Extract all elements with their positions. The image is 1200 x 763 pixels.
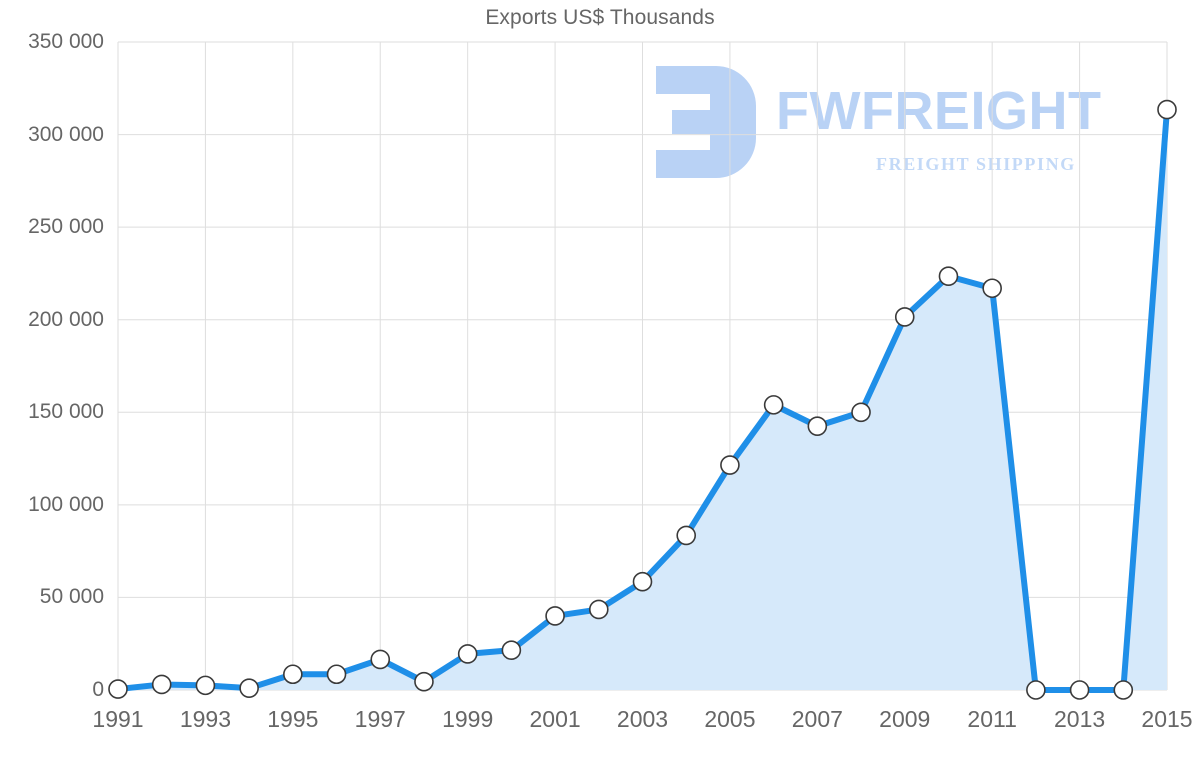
x-axis-tick-label: 2013	[1053, 706, 1106, 732]
x-axis-tick-label: 2011	[967, 706, 1017, 732]
data-point-marker[interactable]	[763, 395, 784, 415]
y-axis-tick-label: 150 000	[28, 400, 104, 424]
x-axis-tick-label: 2005	[704, 706, 756, 732]
data-point-marker[interactable]	[982, 278, 1002, 299]
area-fill-path	[118, 109, 1167, 690]
data-point-marker[interactable]	[414, 671, 434, 692]
x-axis-tick-label: 1995	[267, 706, 319, 732]
data-point-marker[interactable]	[1026, 680, 1046, 700]
data-point-marker[interactable]	[894, 307, 915, 327]
data-point-marker[interactable]	[1113, 680, 1134, 700]
data-point-marker[interactable]	[195, 675, 216, 696]
y-axis-tick-label: 0	[92, 678, 104, 701]
y-axis-tick-label: 100 000	[28, 492, 104, 516]
x-axis-tick-label: 2001	[529, 706, 581, 732]
data-markers	[108, 99, 1177, 700]
data-point-marker[interactable]	[851, 402, 871, 423]
y-axis-tick-label: 350 000	[28, 30, 104, 53]
data-point-marker[interactable]	[1157, 99, 1177, 120]
data-point-marker[interactable]	[632, 571, 653, 592]
data-point-marker[interactable]	[457, 644, 478, 664]
x-axis-tick-label: 1999	[442, 706, 494, 732]
y-axis-tick-label: 250 000	[28, 215, 104, 239]
data-point-marker[interactable]	[108, 679, 128, 699]
chart-title: Exports US$ Thousands	[485, 6, 715, 29]
data-point-marker[interactable]	[938, 266, 959, 287]
data-point-marker[interactable]	[676, 525, 697, 546]
y-axis-tick-label: 200 000	[28, 307, 104, 331]
data-point-marker[interactable]	[501, 640, 522, 660]
data-point-marker[interactable]	[545, 606, 565, 626]
x-axis-tick-label: 1991	[92, 706, 144, 732]
data-point-marker[interactable]	[807, 416, 828, 436]
area-fill	[118, 109, 1167, 690]
x-axis-tick-label: 2015	[1141, 706, 1193, 732]
data-point-marker[interactable]	[588, 599, 609, 620]
data-point-marker[interactable]	[283, 664, 303, 685]
x-axis-tick-label: 1993	[179, 706, 231, 732]
data-point-marker[interactable]	[720, 455, 740, 475]
x-axis-tick-label: 2003	[616, 706, 669, 732]
y-axis-tick-label: 50 000	[39, 585, 104, 609]
data-point-marker[interactable]	[1069, 680, 1090, 700]
x-axis-tick-label: 2009	[879, 706, 931, 732]
data-point-marker[interactable]	[370, 649, 391, 670]
data-point-marker[interactable]	[151, 674, 172, 695]
data-point-marker[interactable]	[326, 664, 347, 685]
data-point-marker[interactable]	[239, 678, 259, 698]
x-axis-tick-label: 2007	[791, 706, 843, 732]
y-axis-tick-label: 300 000	[28, 122, 104, 146]
x-axis-tick-label: 1997	[354, 706, 406, 732]
